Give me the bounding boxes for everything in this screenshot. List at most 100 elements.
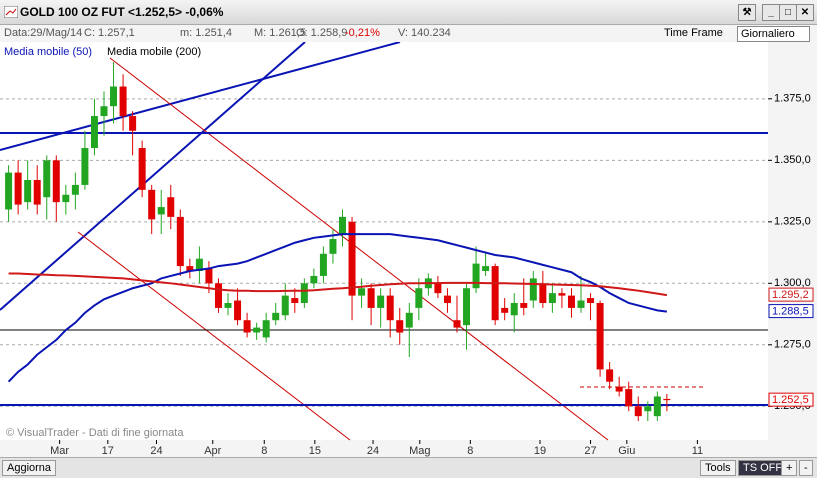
candle-body — [81, 148, 89, 185]
candle-body — [548, 293, 556, 303]
candle-body — [520, 302, 528, 308]
change: -0,21% — [345, 27, 380, 39]
candle-body — [138, 148, 146, 190]
candle-body — [577, 300, 585, 308]
candle-body — [539, 283, 547, 303]
candle-body — [33, 179, 41, 205]
candle-body — [262, 320, 270, 338]
price-axis — [768, 42, 817, 457]
maximize-button[interactable]: □ — [779, 4, 797, 21]
candle-body — [415, 288, 423, 308]
y-tick-label: 1.300,0 — [774, 277, 811, 289]
x-tick-label: 8 — [261, 445, 267, 457]
min: m: 1.251,4 — [180, 27, 232, 39]
date: Data:29/Mag/14 — [4, 27, 83, 39]
volume: V: 140.234 — [398, 27, 451, 39]
candle-body — [5, 172, 13, 210]
candle-body — [491, 266, 499, 321]
legend-entry: Media mobile (50) — [4, 46, 92, 58]
candle-body — [329, 239, 337, 254]
x-tick-label: 24 — [367, 445, 379, 457]
x-tick-label: 15 — [309, 445, 321, 457]
candle-body — [405, 312, 413, 328]
candle-body — [281, 295, 289, 316]
candle-body — [205, 268, 213, 284]
candle-body — [243, 320, 251, 333]
candle-body — [214, 283, 222, 308]
moving-average — [7, 233, 667, 383]
candle-body — [634, 406, 642, 417]
trend-line — [0, 42, 306, 311]
candle-body — [71, 184, 79, 195]
last-value-box — [768, 304, 814, 319]
toolbar: Aggiorna Tools TS OFF + - — [0, 457, 817, 478]
candle-body — [453, 320, 461, 328]
plus-button[interactable]: + — [781, 460, 798, 476]
candle-body — [100, 106, 108, 117]
candle-body — [157, 207, 165, 215]
tools-button[interactable]: ⚒ — [738, 4, 756, 21]
candle-body — [587, 298, 595, 303]
app-icon — [4, 6, 18, 18]
close-button[interactable]: ✕ — [796, 4, 814, 21]
candle-body — [443, 295, 451, 303]
candle-body — [463, 288, 471, 326]
candle-body — [148, 189, 156, 220]
period-select[interactable]: Giornaliero — [737, 26, 810, 42]
candle-body — [567, 295, 575, 308]
x-tick-label: 8 — [467, 445, 473, 457]
candle-body — [501, 307, 509, 313]
candle-body — [224, 302, 232, 308]
candle-body — [167, 197, 175, 217]
candle-body — [110, 86, 118, 107]
candle-body — [253, 327, 261, 333]
candle-body — [338, 216, 346, 235]
x-tick-label: Apr — [204, 445, 221, 457]
candle-body — [43, 160, 51, 198]
candle-body — [606, 369, 614, 382]
candle-body — [24, 179, 32, 203]
y-tick-label: 1.275,0 — [774, 339, 811, 351]
max: M: 1.261,5 — [254, 27, 306, 39]
x-tick-label: 17 — [102, 445, 114, 457]
open: O: 1.258,9 — [296, 27, 348, 39]
candle-body — [14, 172, 22, 205]
ts-button[interactable]: TS OFF — [738, 460, 788, 476]
x-tick-label: Giu — [618, 445, 635, 457]
last-close-box — [768, 392, 814, 407]
candle-body — [386, 295, 394, 321]
candle-body — [300, 283, 308, 303]
candle-body — [176, 216, 184, 267]
x-tick-label: 19 — [534, 445, 546, 457]
candle-body — [234, 300, 242, 321]
last-value-label: 1.295,2 — [772, 289, 809, 301]
time-frame: Time Frame — [664, 27, 723, 39]
candle-body — [358, 288, 366, 296]
minimize-button[interactable]: _ — [762, 4, 780, 21]
candle-body — [615, 386, 623, 392]
candle-body — [663, 398, 671, 401]
title-bar: GOLD 100 OZ FUT <1.252,5> -0,06% ⚒ _ □ ✕ — [0, 0, 817, 25]
candle-body — [558, 293, 566, 296]
candle-body — [367, 288, 375, 308]
x-tick-label: Mar — [50, 445, 69, 457]
refresh-button[interactable]: Aggiorna — [2, 460, 57, 476]
time-axis — [0, 440, 768, 457]
last-value-box — [768, 287, 814, 302]
x-tick-label: 27 — [584, 445, 596, 457]
drawings — [0, 42, 768, 441]
y-tick-label: 1.350,0 — [774, 154, 811, 166]
candle-body — [529, 278, 537, 301]
candle-body — [644, 406, 652, 412]
moving-average — [8, 272, 668, 297]
candle-body — [62, 194, 70, 203]
candle-body — [319, 253, 327, 276]
x-tick-label: 24 — [150, 445, 162, 457]
tools-button[interactable]: Tools — [700, 460, 736, 476]
minus-button[interactable]: - — [799, 460, 813, 476]
candle-body — [396, 320, 404, 333]
x-tick-label: 11 — [692, 445, 703, 457]
candle-body — [186, 266, 194, 272]
y-tick-label: 1.325,0 — [774, 216, 811, 228]
